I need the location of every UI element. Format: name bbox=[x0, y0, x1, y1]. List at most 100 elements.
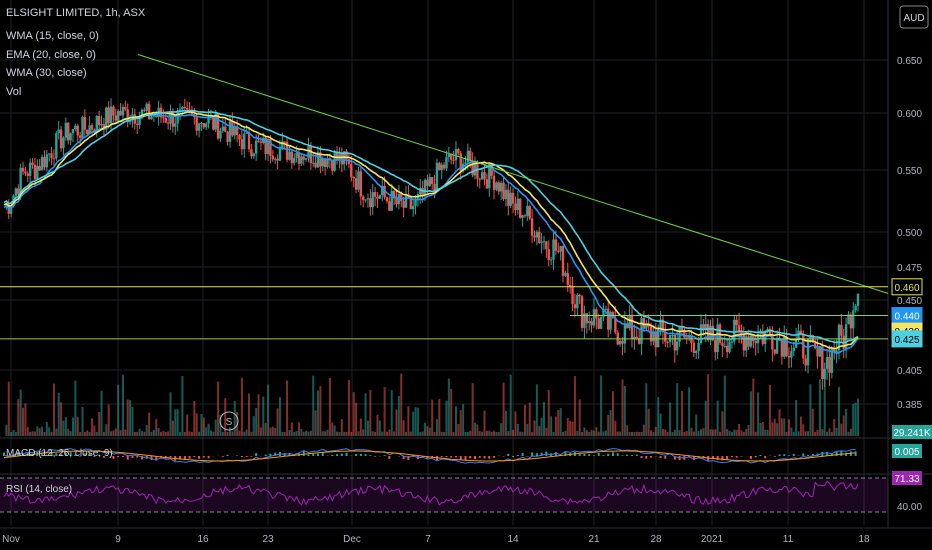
volume-bar bbox=[640, 432, 643, 436]
macd-hist-bar bbox=[407, 456, 410, 460]
horizontal-lines[interactable] bbox=[0, 54, 889, 340]
candle-body bbox=[780, 340, 784, 357]
macd-hist-bar bbox=[802, 453, 805, 456]
macd-hist-bar bbox=[631, 455, 634, 456]
split-marker-icon[interactable] bbox=[219, 411, 239, 431]
volume-bar bbox=[659, 413, 662, 436]
indicator-vol-label[interactable]: Vol bbox=[6, 86, 21, 98]
candle-body bbox=[519, 198, 522, 218]
candle-body bbox=[509, 192, 512, 206]
volume-bar bbox=[669, 402, 672, 436]
candle-body bbox=[24, 171, 27, 174]
volume-bar bbox=[328, 377, 331, 436]
macd-hist-bar bbox=[754, 456, 757, 458]
volume-bar bbox=[576, 430, 579, 436]
macd-title[interactable]: MACD (12, 26, close, 9) bbox=[6, 448, 113, 459]
volume-bar bbox=[231, 431, 234, 436]
volume-bar bbox=[228, 427, 231, 436]
candle-body bbox=[347, 159, 351, 164]
volume-bar bbox=[521, 431, 524, 436]
volume-bar bbox=[764, 429, 767, 436]
volume-bar bbox=[852, 404, 855, 436]
candle-body bbox=[116, 111, 120, 121]
volume-bar bbox=[98, 411, 101, 436]
candle-body bbox=[366, 198, 370, 200]
volume-bar bbox=[240, 377, 243, 436]
volume-bar bbox=[611, 391, 614, 436]
volume-bar bbox=[371, 431, 374, 436]
price-tick-label: 0.405 bbox=[897, 366, 922, 377]
candle-body bbox=[140, 109, 144, 116]
macd-hist-bar bbox=[74, 454, 77, 456]
macd-hist-bar bbox=[507, 453, 510, 456]
macd-hist-bar bbox=[364, 454, 367, 456]
candle-body bbox=[390, 190, 393, 211]
volume-bar bbox=[797, 431, 800, 436]
macd-hist-bar bbox=[788, 455, 791, 456]
candle-body bbox=[573, 304, 577, 309]
macd-hist-bar bbox=[240, 456, 243, 458]
volume-bar bbox=[699, 429, 702, 436]
volume-bar bbox=[121, 374, 124, 436]
volume-bar bbox=[433, 431, 436, 436]
candle-body bbox=[342, 151, 346, 165]
volume-bar bbox=[535, 384, 538, 436]
candle-body bbox=[155, 115, 158, 118]
volume-bar bbox=[462, 404, 465, 436]
candle-body bbox=[57, 129, 60, 134]
candle-body bbox=[264, 137, 267, 154]
volume-bar bbox=[278, 397, 281, 436]
volume-bar bbox=[226, 431, 229, 436]
candle-body bbox=[228, 120, 232, 142]
volume-bar bbox=[690, 427, 693, 436]
candle-body bbox=[642, 318, 646, 329]
volume-bar bbox=[607, 414, 610, 436]
volume-bar bbox=[64, 416, 67, 436]
volume-bar bbox=[152, 429, 155, 436]
indicator-wma30-label[interactable]: WMA (30, close) bbox=[6, 67, 87, 79]
macd-hist-bar bbox=[150, 456, 153, 460]
volume-bar bbox=[523, 404, 526, 436]
rsi-title[interactable]: RSI (14, close) bbox=[6, 484, 72, 495]
candle-body bbox=[81, 116, 84, 138]
candle-body bbox=[816, 348, 819, 357]
macd-hist-bar bbox=[478, 456, 481, 458]
candle-body bbox=[340, 153, 343, 165]
time-axis[interactable]: Nov 9 16 23 Dec 7 14 21 28 2021 11 18 bbox=[2, 534, 870, 545]
price-label-0.425[interactable] bbox=[891, 330, 923, 348]
price-axis[interactable]: 0.650 0.600 0.550 0.500 0.475 0.450 0.405 0.385… bbox=[891, 56, 932, 513]
macd-hist-bar bbox=[374, 456, 377, 457]
candle-body bbox=[749, 335, 753, 347]
volume-bar bbox=[488, 430, 491, 436]
candle-body bbox=[766, 328, 769, 332]
price-label-0.460[interactable] bbox=[891, 278, 923, 296]
volume-bar bbox=[145, 425, 148, 436]
volume-bar bbox=[252, 416, 255, 436]
candle-body bbox=[792, 347, 795, 352]
candle-body bbox=[226, 131, 229, 142]
candle-body bbox=[50, 153, 53, 159]
volume-bar bbox=[559, 408, 562, 436]
volume-bar bbox=[17, 399, 20, 436]
candle-body bbox=[254, 140, 258, 154]
indicator-wma15-label[interactable]: WMA (15, close, 0) bbox=[6, 30, 99, 42]
candle-body bbox=[121, 106, 125, 116]
candle-body bbox=[283, 141, 286, 143]
volume-bar bbox=[502, 382, 505, 436]
candle-body bbox=[55, 133, 58, 159]
macd-hist-bar bbox=[126, 456, 129, 460]
volume-bar bbox=[243, 431, 246, 436]
trendline[interactable] bbox=[137, 54, 889, 294]
macd-hist-bar bbox=[740, 456, 743, 457]
currency-badge[interactable] bbox=[899, 5, 929, 29]
volume-bar bbox=[671, 431, 674, 436]
macd-hist-bar bbox=[640, 456, 643, 459]
volume-bar bbox=[459, 410, 462, 436]
indicator-ema20-label[interactable]: EMA (20, close, 0) bbox=[6, 49, 96, 61]
candle-body bbox=[495, 182, 498, 190]
volume-bar bbox=[552, 431, 555, 436]
volume-bar bbox=[849, 428, 852, 436]
volume-bar bbox=[542, 402, 545, 436]
